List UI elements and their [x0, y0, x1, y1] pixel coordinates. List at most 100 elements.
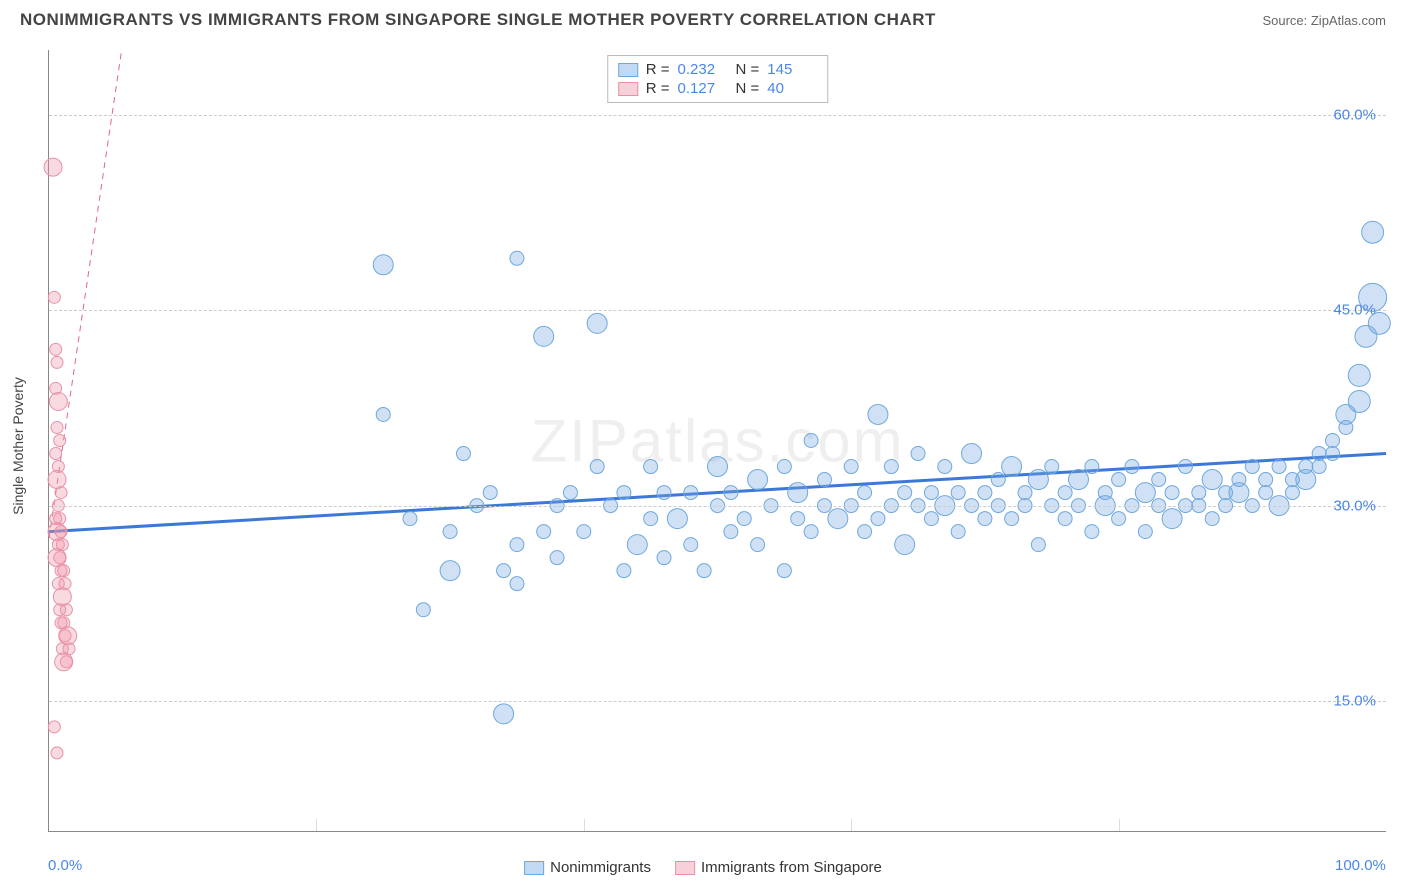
data-point [1002, 457, 1022, 477]
chart-title: NONIMMIGRANTS VS IMMIGRANTS FROM SINGAPO… [20, 10, 936, 30]
data-point [376, 407, 390, 421]
data-point [1138, 525, 1152, 539]
data-point [60, 604, 72, 616]
data-point [416, 603, 430, 617]
data-point [550, 551, 564, 565]
data-point [627, 535, 647, 555]
data-point [1245, 460, 1259, 474]
data-point [1018, 486, 1032, 500]
data-point [1296, 470, 1316, 490]
data-point [788, 483, 808, 503]
y-tick-label: 60.0% [1333, 107, 1376, 124]
data-point [534, 326, 554, 346]
data-point [1085, 460, 1099, 474]
data-point [54, 435, 66, 447]
n-label: N = [736, 61, 760, 78]
legend-row: R = 0.232 N = 145 [618, 60, 818, 79]
source-attribution: Source: ZipAtlas.com [1262, 13, 1386, 28]
chart-header: NONIMMIGRANTS VS IMMIGRANTS FROM SINGAPO… [0, 0, 1406, 35]
data-point [751, 538, 765, 552]
data-point [951, 486, 965, 500]
data-point [1272, 460, 1286, 474]
data-point [55, 653, 73, 671]
data-point [617, 564, 631, 578]
legend-item: Nonimmigrants [524, 859, 651, 876]
data-point [1326, 434, 1340, 448]
data-point [587, 313, 607, 333]
data-point [1312, 447, 1326, 461]
data-point [1229, 483, 1249, 503]
y-tick-label: 45.0% [1333, 302, 1376, 319]
data-point [49, 392, 67, 410]
data-point [1068, 470, 1088, 490]
data-point [55, 565, 67, 577]
data-point [59, 630, 71, 642]
data-point [724, 525, 738, 539]
r-value: 0.232 [678, 61, 728, 78]
data-point [684, 486, 698, 500]
correlation-legend: R = 0.232 N = 145 R = 0.127 N = 40 [607, 55, 829, 103]
data-point [1192, 486, 1206, 500]
data-point [403, 512, 417, 526]
y-axis-label: Single Mother Poverty [10, 377, 26, 515]
data-point [1058, 486, 1072, 500]
data-point [1162, 509, 1182, 529]
data-point [777, 460, 791, 474]
data-point [494, 704, 514, 724]
data-point [828, 509, 848, 529]
data-point [777, 564, 791, 578]
legend-swatch [618, 82, 638, 96]
data-point [577, 525, 591, 539]
n-value: 145 [767, 61, 817, 78]
legend-swatch [675, 861, 695, 875]
data-point [978, 512, 992, 526]
data-point [697, 564, 711, 578]
data-point [1348, 364, 1370, 386]
data-point [951, 525, 965, 539]
data-point [898, 486, 912, 500]
data-point [1135, 483, 1155, 503]
data-point [868, 404, 888, 424]
data-point [962, 444, 982, 464]
data-point [817, 473, 831, 487]
data-point [1031, 538, 1045, 552]
data-point [911, 447, 925, 461]
data-point [871, 512, 885, 526]
data-point [1326, 447, 1340, 461]
data-point [1259, 486, 1273, 500]
data-point [1005, 512, 1019, 526]
chart-plot-area: ZIPatlas.com R = 0.232 N = 145 R = 0.127… [48, 50, 1386, 832]
data-point [44, 158, 62, 176]
data-point [48, 549, 66, 567]
data-point [440, 561, 460, 581]
r-label: R = [646, 80, 670, 97]
data-point [1362, 221, 1384, 243]
legend-swatch [524, 861, 544, 875]
legend-swatch [618, 63, 638, 77]
data-point [657, 486, 671, 500]
data-point [708, 457, 728, 477]
n-value: 40 [767, 80, 817, 97]
n-label: N = [736, 80, 760, 97]
y-tick-label: 30.0% [1333, 497, 1376, 514]
data-point [1058, 512, 1072, 526]
data-point [1112, 473, 1126, 487]
data-point [51, 747, 63, 759]
data-point [644, 460, 658, 474]
x-tick-label: 100.0% [1335, 857, 1386, 874]
data-point [924, 512, 938, 526]
data-point [53, 588, 71, 606]
data-point [724, 486, 738, 500]
data-point [991, 473, 1005, 487]
data-point [443, 525, 457, 539]
data-point [1178, 460, 1192, 474]
legend-item: Immigrants from Singapore [675, 859, 882, 876]
data-point [510, 577, 524, 591]
data-point [1085, 525, 1099, 539]
data-point [51, 356, 63, 368]
data-point [804, 434, 818, 448]
data-point [510, 538, 524, 552]
data-point [1205, 512, 1219, 526]
data-point [1112, 512, 1126, 526]
data-point [667, 509, 687, 529]
